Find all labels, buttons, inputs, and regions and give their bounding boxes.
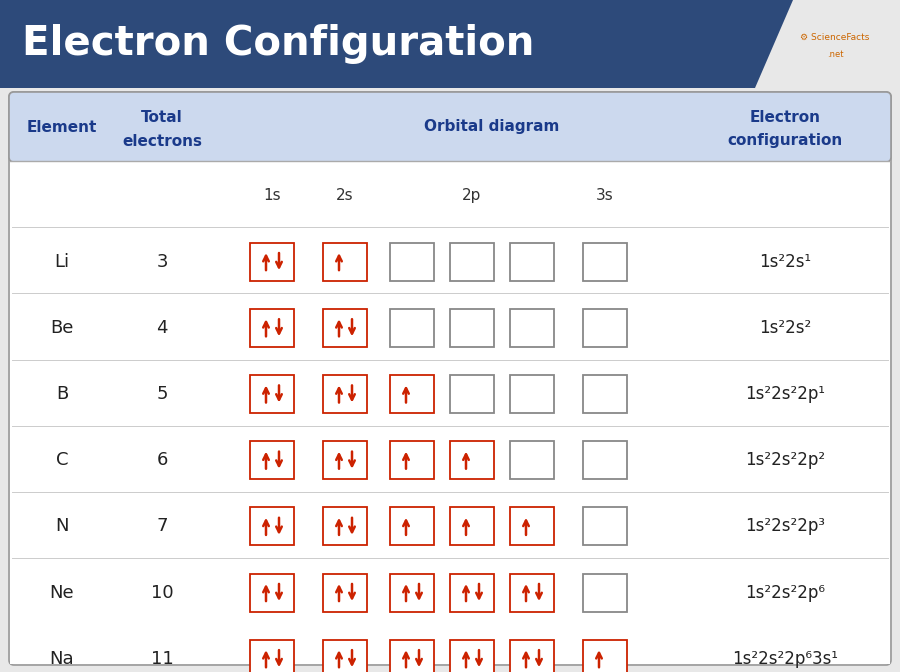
FancyBboxPatch shape [450, 507, 494, 546]
FancyBboxPatch shape [390, 507, 434, 546]
FancyBboxPatch shape [583, 441, 627, 479]
Text: 1s²2s¹: 1s²2s¹ [759, 253, 811, 271]
Text: Li: Li [54, 253, 69, 271]
FancyBboxPatch shape [9, 92, 891, 162]
FancyBboxPatch shape [390, 573, 434, 612]
FancyBboxPatch shape [323, 375, 367, 413]
FancyBboxPatch shape [510, 441, 554, 479]
FancyBboxPatch shape [510, 640, 554, 672]
Text: N: N [55, 517, 68, 536]
Text: Total: Total [141, 110, 183, 124]
FancyBboxPatch shape [250, 243, 294, 281]
FancyBboxPatch shape [583, 243, 627, 281]
Text: 6: 6 [157, 451, 167, 469]
FancyBboxPatch shape [510, 243, 554, 281]
FancyBboxPatch shape [510, 507, 554, 546]
FancyBboxPatch shape [510, 375, 554, 413]
Text: 2p: 2p [463, 188, 482, 203]
Text: Element: Element [27, 120, 97, 134]
FancyBboxPatch shape [450, 243, 494, 281]
Text: B: B [56, 385, 68, 403]
Text: 3s: 3s [596, 188, 614, 203]
FancyBboxPatch shape [390, 640, 434, 672]
FancyBboxPatch shape [323, 243, 367, 281]
Text: Na: Na [50, 650, 75, 668]
Text: Orbital diagram: Orbital diagram [424, 120, 560, 134]
Text: configuration: configuration [727, 134, 842, 149]
FancyBboxPatch shape [390, 309, 434, 347]
Text: Electron: Electron [750, 110, 821, 124]
Text: 7: 7 [157, 517, 167, 536]
FancyBboxPatch shape [390, 243, 434, 281]
Text: 1s²2s²2p⁶: 1s²2s²2p⁶ [745, 583, 825, 601]
FancyBboxPatch shape [510, 309, 554, 347]
Text: Be: Be [50, 319, 74, 337]
Text: 1s²2s²2p¹: 1s²2s²2p¹ [745, 385, 825, 403]
Text: 10: 10 [150, 583, 174, 601]
Text: 1s: 1s [263, 188, 281, 203]
FancyBboxPatch shape [250, 441, 294, 479]
FancyBboxPatch shape [250, 375, 294, 413]
FancyBboxPatch shape [450, 640, 494, 672]
FancyBboxPatch shape [450, 375, 494, 413]
FancyBboxPatch shape [9, 92, 891, 665]
Text: Ne: Ne [50, 583, 75, 601]
FancyBboxPatch shape [390, 375, 434, 413]
Text: 2s: 2s [337, 188, 354, 203]
FancyBboxPatch shape [583, 640, 627, 672]
FancyBboxPatch shape [250, 640, 294, 672]
FancyBboxPatch shape [450, 573, 494, 612]
Polygon shape [0, 0, 793, 88]
Text: 1s²2s²2p⁶3s¹: 1s²2s²2p⁶3s¹ [732, 650, 838, 668]
FancyBboxPatch shape [10, 161, 890, 664]
Text: 4: 4 [157, 319, 167, 337]
FancyBboxPatch shape [250, 573, 294, 612]
FancyBboxPatch shape [390, 441, 434, 479]
Text: Electron Configuration: Electron Configuration [22, 24, 535, 64]
FancyBboxPatch shape [250, 507, 294, 546]
Text: .net: .net [827, 50, 843, 59]
FancyBboxPatch shape [583, 375, 627, 413]
Text: 3: 3 [157, 253, 167, 271]
Text: 1s²2s²: 1s²2s² [759, 319, 811, 337]
FancyBboxPatch shape [323, 309, 367, 347]
Text: ⚙ ScienceFacts: ⚙ ScienceFacts [800, 32, 869, 42]
FancyBboxPatch shape [323, 573, 367, 612]
Text: 5: 5 [157, 385, 167, 403]
Text: electrons: electrons [122, 134, 202, 149]
FancyBboxPatch shape [510, 573, 554, 612]
Text: C: C [56, 451, 68, 469]
Text: 11: 11 [150, 650, 174, 668]
Text: 1s²2s²2p³: 1s²2s²2p³ [745, 517, 825, 536]
FancyBboxPatch shape [323, 507, 367, 546]
FancyBboxPatch shape [583, 309, 627, 347]
FancyBboxPatch shape [583, 507, 627, 546]
FancyBboxPatch shape [583, 573, 627, 612]
FancyBboxPatch shape [323, 640, 367, 672]
FancyBboxPatch shape [450, 309, 494, 347]
Text: 1s²2s²2p²: 1s²2s²2p² [745, 451, 825, 469]
FancyBboxPatch shape [250, 309, 294, 347]
FancyBboxPatch shape [323, 441, 367, 479]
FancyBboxPatch shape [450, 441, 494, 479]
